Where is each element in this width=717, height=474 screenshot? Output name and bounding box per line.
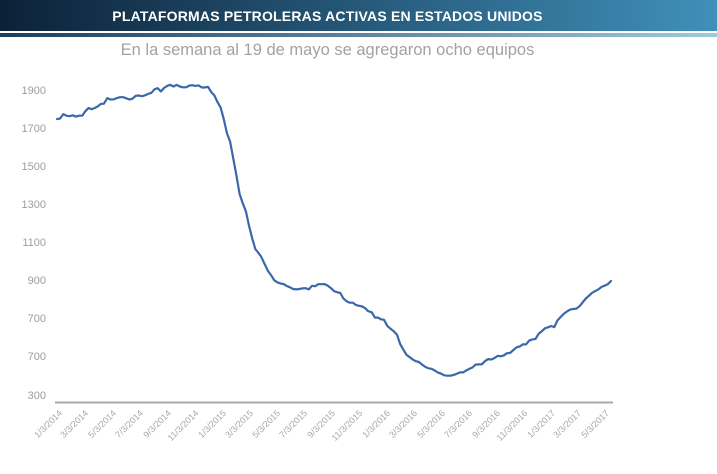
y-axis-tick-label: 700 [27, 351, 46, 364]
y-axis-tick-label: 700 [27, 313, 46, 326]
chart-subtitle: En la semana al 19 de mayo se agregaron … [120, 41, 535, 59]
y-axis-tick-label: 300 [27, 389, 46, 402]
y-axis-tick-label: 900 [27, 275, 46, 288]
y-axis-tick-label: 1900 [21, 84, 46, 97]
y-axis-tick-label: 1100 [22, 237, 46, 250]
y-axis-tick-label: 1500 [21, 160, 46, 173]
y-axis-tick-label: 1300 [21, 199, 46, 211]
page-title: PLATAFORMAS PETROLERAS ACTIVAS EN ESTADO… [112, 7, 543, 24]
y-axis-tick-label: 1700 [21, 122, 46, 135]
header-accent-strip [0, 33, 717, 37]
rig-count-line [55, 83, 613, 377]
header-bar: PLATAFORMAS PETROLERAS ACTIVAS EN ESTADO… [0, 0, 717, 31]
